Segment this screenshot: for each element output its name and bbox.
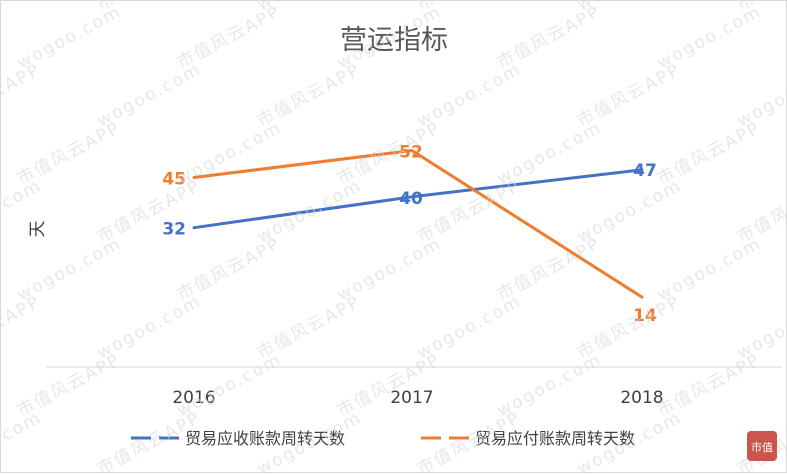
data-label: 52 [399, 142, 423, 162]
chart-title: 营运指标 [340, 25, 448, 56]
data-label: 32 [162, 220, 186, 240]
series-layer: 32 40 47 45 52 14 [162, 142, 657, 326]
x-tick-label: 2018 [620, 388, 663, 408]
series-line-1 [192, 148, 644, 299]
legend: 贸易应收账款周转天数 贸易应付账款周转天数 [131, 429, 635, 448]
data-label: 45 [162, 170, 186, 190]
data-label: 40 [399, 189, 423, 209]
y-axis-label: 天 [28, 221, 48, 238]
x-tick-label: 2016 [172, 388, 215, 408]
data-label: 14 [633, 306, 657, 326]
series-line-0 [192, 168, 644, 230]
legend-label-1: 贸易应付账款周转天数 [475, 429, 635, 448]
x-tick-label: 2017 [390, 388, 433, 408]
legend-label-0: 贸易应收账款周转天数 [185, 429, 345, 448]
x-tick-labels: 2016 2017 2018 [172, 388, 663, 408]
data-label: 47 [633, 161, 657, 181]
